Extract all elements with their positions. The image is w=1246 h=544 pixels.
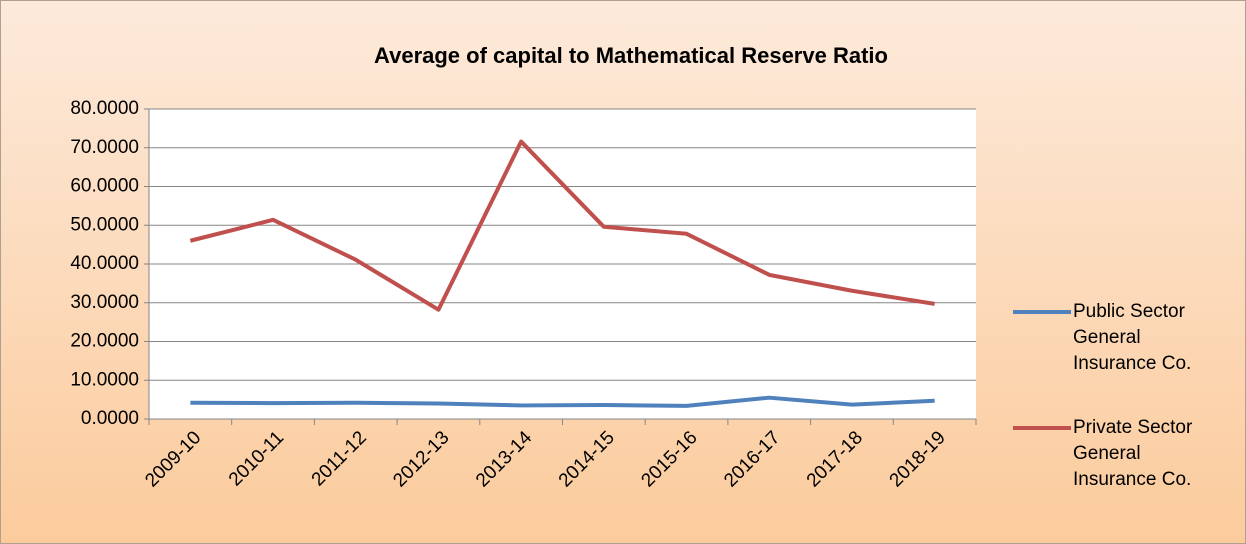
series-line (190, 395, 935, 408)
x-tick-label: 2018-19 (886, 427, 950, 491)
y-tick-label: 10.0000 (70, 369, 139, 390)
x-tick-label: 2015-16 (637, 427, 701, 491)
x-tick-label: 2014-15 (555, 427, 619, 491)
legend-swatch (1013, 310, 1071, 314)
series-line (189, 139, 935, 312)
x-tick-label: 2013-14 (472, 427, 536, 491)
x-tick-label: 2011-12 (308, 427, 371, 490)
x-tick-label: 2012-13 (389, 427, 453, 491)
y-tick-label: 50.0000 (70, 214, 139, 235)
x-tick-label: 2010-11 (225, 427, 288, 490)
y-tick-label: 40.0000 (70, 253, 139, 274)
legend-item: Public Sector General Insurance Co. (1013, 299, 1213, 377)
y-tick-label: 70.0000 (70, 137, 139, 158)
chart-title: Average of capital to Mathematical Reser… (374, 43, 888, 68)
legend-label: Private Sector General Insurance Co. (1073, 417, 1193, 490)
legend-label: Public Sector General Insurance Co. (1073, 301, 1192, 374)
y-tick-label: 0.0000 (81, 408, 139, 429)
y-tick-label: 20.0000 (70, 331, 139, 352)
legend-item: Private Sector General Insurance Co. (1013, 415, 1213, 493)
y-tick-label: 80.0000 (70, 98, 139, 119)
y-tick-label: 30.0000 (70, 292, 139, 313)
x-tick-label: 2009-10 (141, 427, 205, 491)
x-tick-label: 2016-17 (720, 427, 784, 491)
x-tick-label: 2017-18 (803, 427, 867, 491)
legend-swatch (1013, 426, 1071, 430)
y-tick-label: 60.0000 (70, 176, 139, 197)
